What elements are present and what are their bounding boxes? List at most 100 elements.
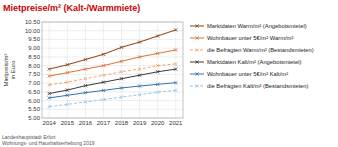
marker bbox=[48, 83, 51, 86]
legend-marker bbox=[195, 72, 198, 75]
marker bbox=[120, 70, 123, 73]
series-line bbox=[49, 90, 176, 106]
legend-marker bbox=[195, 24, 198, 27]
marker bbox=[138, 84, 141, 87]
legend-label: Wohnbauer unter 5€/m² Warm/m² bbox=[207, 35, 293, 41]
x-tick-label: 2016 bbox=[79, 120, 93, 126]
series bbox=[48, 81, 178, 99]
marker bbox=[138, 74, 141, 77]
marker bbox=[156, 34, 159, 37]
series-line bbox=[49, 69, 176, 93]
legend-marker bbox=[195, 84, 198, 87]
marker bbox=[84, 58, 87, 61]
marker bbox=[66, 63, 69, 66]
grid bbox=[42, 22, 183, 118]
marker bbox=[174, 48, 177, 51]
legend-label: die Befragten Kalt/m² (Bestandsmieten) bbox=[207, 83, 309, 89]
grid-line bbox=[42, 109, 183, 110]
marker bbox=[84, 100, 87, 103]
series bbox=[48, 89, 178, 108]
marker bbox=[156, 64, 159, 67]
marker bbox=[66, 88, 69, 91]
marker bbox=[66, 71, 69, 74]
marker bbox=[174, 89, 177, 92]
marker bbox=[84, 84, 87, 87]
y-tick-label: 9.50 bbox=[28, 36, 40, 42]
grid-line bbox=[42, 83, 183, 84]
legend-item: Marktdaten Warm/m² (Angebotsmietel) bbox=[190, 23, 307, 29]
y-ticks: 5.00 5.50 6.00 6.50 7.00 7.50 8.00 8.50 9.00 9.50… bbox=[25, 19, 41, 121]
marker bbox=[66, 103, 69, 106]
marker bbox=[120, 86, 123, 89]
y-axis-label-line: Mietpreis/m² bbox=[3, 53, 9, 86]
marker bbox=[102, 81, 105, 84]
marker bbox=[120, 60, 123, 63]
marker bbox=[84, 68, 87, 71]
legend-item: Marktdaten Kalt/m² (Angebotsmietel) bbox=[190, 59, 301, 65]
annotation-line: Wohnungs- und Haushaltserhebung 2019 bbox=[2, 140, 95, 146]
marker bbox=[156, 52, 159, 55]
grid-line bbox=[42, 30, 183, 31]
marker bbox=[102, 74, 105, 77]
legend-label: Marktdaten Kalt/m² (Angebotsmietel) bbox=[207, 59, 301, 65]
y-axis-label: Mietpreis/m²in Euro bbox=[3, 53, 16, 86]
legend-label: Wohnbauer unter 5€/m² Kalt/m² bbox=[207, 71, 288, 77]
legend-marker bbox=[195, 36, 198, 39]
legend-item: Wohnbauer unter 5€/m² Warm/m² bbox=[190, 35, 293, 41]
series bbox=[48, 62, 178, 86]
x-tick-label: 2019 bbox=[133, 120, 147, 126]
x-tick-label: 2020 bbox=[151, 120, 165, 126]
marker bbox=[120, 95, 123, 98]
y-tick-label: 5.50 bbox=[28, 106, 40, 112]
y-tick-label: 8.50 bbox=[28, 54, 40, 60]
grid-line bbox=[121, 22, 122, 118]
chart: Mietpreise/m² (Kalt-/Warmmiete) 5.00 5.50 6… bbox=[0, 0, 338, 147]
marker bbox=[48, 92, 51, 95]
series-line bbox=[49, 64, 176, 85]
marker bbox=[138, 68, 141, 71]
legend-marker bbox=[195, 60, 198, 63]
grid-line bbox=[42, 100, 183, 101]
grid-line bbox=[42, 56, 183, 57]
marker bbox=[138, 93, 141, 96]
y-tick-label: 6.00 bbox=[28, 98, 40, 104]
grid-line bbox=[42, 39, 183, 40]
marker bbox=[102, 89, 105, 92]
marker bbox=[48, 75, 51, 78]
y-tick-label: 9.00 bbox=[28, 45, 40, 51]
y-axis-label-line: in Euro bbox=[10, 60, 16, 80]
series-line bbox=[49, 50, 176, 76]
y-tick-label: 10.50 bbox=[25, 19, 41, 25]
marker bbox=[120, 46, 123, 49]
grid-line bbox=[42, 91, 183, 92]
marker bbox=[138, 40, 141, 43]
legend-label: die Befragten Warm/m² (Bestandsmieten) bbox=[207, 47, 314, 53]
series bbox=[48, 68, 178, 96]
marker bbox=[174, 68, 177, 71]
y-tick-label: 5.00 bbox=[28, 115, 40, 121]
y-tick-label: 7.50 bbox=[28, 71, 40, 77]
marker bbox=[174, 81, 177, 84]
plot-frame bbox=[42, 22, 183, 118]
grid-line bbox=[42, 74, 183, 75]
y-tick-label: 8.00 bbox=[28, 63, 40, 69]
y-tick-label: 10.00 bbox=[25, 28, 41, 34]
marker bbox=[102, 98, 105, 101]
y-tick-label: 7.00 bbox=[28, 80, 40, 86]
x-tick-label: 2017 bbox=[97, 120, 111, 126]
legend-item: die Befragten Kalt/m² (Bestandsmieten) bbox=[190, 83, 309, 89]
marker bbox=[48, 68, 51, 71]
x-ticks: 20142015201620172018201920202021 bbox=[43, 120, 184, 126]
marker bbox=[156, 83, 159, 86]
x-tick-label: 2015 bbox=[61, 120, 75, 126]
series-line bbox=[49, 83, 176, 98]
marker bbox=[84, 77, 87, 80]
marker bbox=[120, 77, 123, 80]
x-tick-label: 2021 bbox=[169, 120, 183, 126]
legend-item: die Befragten Warm/m² (Bestandsmieten) bbox=[190, 47, 314, 53]
y-tick-label: 6.50 bbox=[28, 89, 40, 95]
series bbox=[48, 28, 178, 70]
plot-area bbox=[48, 28, 178, 108]
marker bbox=[174, 62, 177, 65]
title: Mietpreise/m² (Kalt-/Warmmiete) bbox=[3, 3, 140, 13]
